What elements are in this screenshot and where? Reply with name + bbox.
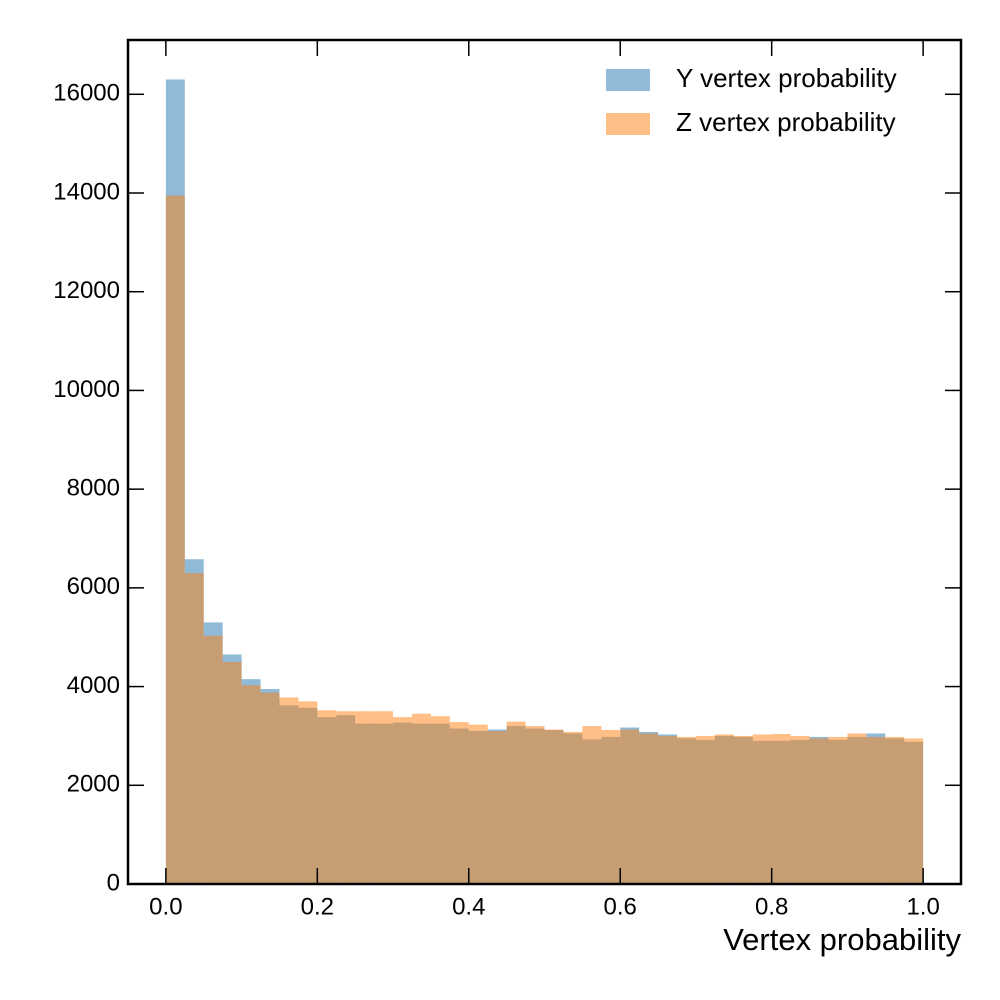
- histogram-bar: [563, 731, 583, 884]
- histogram-bar: [222, 661, 242, 884]
- histogram-bar: [411, 713, 431, 884]
- histogram-bar: [165, 195, 185, 884]
- y-tick-label: 16000: [53, 80, 120, 107]
- histogram-bar: [847, 733, 867, 884]
- x-tick-label: 0.6: [604, 893, 637, 920]
- plot-frame: [126, 38, 963, 886]
- histogram-bar: [374, 711, 394, 884]
- histogram-bar: [582, 726, 602, 884]
- y-tick-label: 4000: [67, 672, 120, 699]
- histogram-bar: [317, 710, 337, 884]
- histogram-bar: [658, 735, 678, 884]
- histogram-bar: [695, 735, 715, 884]
- histogram-bar: [752, 734, 772, 884]
- histogram-bar: [809, 738, 829, 884]
- histogram-bar: [449, 722, 469, 884]
- histogram-bar: [184, 573, 204, 884]
- histogram-bar: [336, 711, 356, 884]
- y-tick-label: 6000: [67, 573, 120, 600]
- legend-label: Z vertex probability: [676, 107, 896, 137]
- y-tick-label: 8000: [67, 474, 120, 501]
- histogram-bar: [904, 738, 924, 884]
- histogram-bar: [828, 736, 848, 884]
- histogram-bar: [279, 697, 299, 884]
- x-tick-label: 0.0: [149, 893, 182, 920]
- histogram-bar: [544, 729, 564, 884]
- y-tick-label: 0: [107, 869, 120, 896]
- histogram-bar: [790, 735, 810, 884]
- legend-label: Y vertex probability: [676, 63, 897, 93]
- histogram-bar: [714, 734, 734, 884]
- histogram-bar: [203, 635, 223, 884]
- histogram-bar: [506, 721, 526, 884]
- histogram-bar: [260, 692, 280, 884]
- x-tick-label: 0.2: [301, 893, 334, 920]
- histogram-bar: [468, 724, 488, 884]
- histogram-bar: [355, 711, 375, 884]
- histogram-bar: [639, 733, 659, 884]
- y-tick-label: 12000: [53, 277, 120, 304]
- histogram-bar: [525, 726, 545, 884]
- x-tick-label: 0.8: [755, 893, 788, 920]
- histogram-bar: [771, 733, 791, 884]
- y-tick-label: 2000: [67, 771, 120, 798]
- histogram-bar: [430, 716, 450, 884]
- histogram-bar: [677, 736, 696, 884]
- histogram-bar: [866, 736, 886, 884]
- y-tick-label: 10000: [53, 376, 120, 403]
- legend-swatch: [606, 69, 650, 91]
- x-axis-label: Vertex probability: [723, 922, 961, 957]
- histogram-bar: [601, 730, 621, 884]
- histogram-bar: [620, 729, 640, 884]
- histogram-bar: [487, 730, 507, 884]
- x-tick-label: 1.0: [906, 893, 939, 920]
- histogram-bar: [298, 701, 318, 884]
- x-tick-label: 0.4: [452, 893, 485, 920]
- y-tick-label: 14000: [53, 178, 120, 205]
- histogram-bar: [241, 685, 261, 884]
- histogram-bar: [733, 735, 753, 884]
- histogram-bar: [393, 717, 412, 884]
- histogram-bar: [885, 736, 905, 884]
- legend-swatch: [606, 113, 650, 135]
